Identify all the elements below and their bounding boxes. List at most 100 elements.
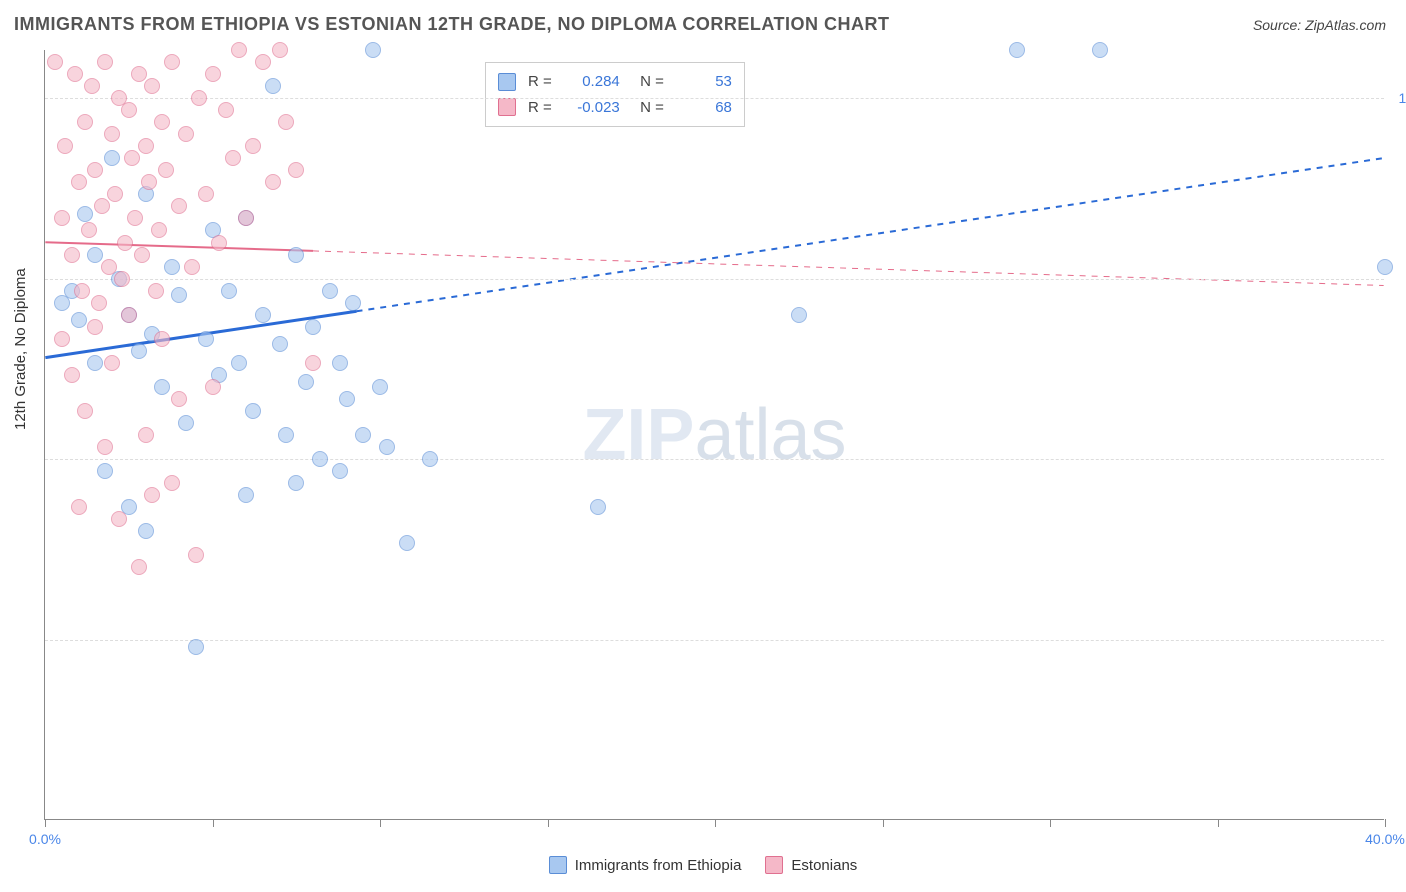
- data-point: [158, 162, 174, 178]
- gridline: [45, 279, 1384, 280]
- data-point: [379, 439, 395, 455]
- data-point: [71, 499, 87, 515]
- data-point: [57, 138, 73, 154]
- data-point: [87, 319, 103, 335]
- data-point: [298, 374, 314, 390]
- scatter-plot: ZIPatlas R = 0.284 N = 53 R = -0.023 N =…: [44, 50, 1384, 820]
- stats-legend-box: R = 0.284 N = 53 R = -0.023 N = 68: [485, 62, 745, 127]
- legend-swatch-a-icon: [549, 856, 567, 874]
- data-point: [272, 336, 288, 352]
- data-point: [305, 319, 321, 335]
- data-point: [198, 186, 214, 202]
- data-point: [154, 114, 170, 130]
- data-point: [255, 54, 271, 70]
- r-label: R =: [528, 69, 552, 95]
- data-point: [97, 463, 113, 479]
- bottom-legend: Immigrants from Ethiopia Estonians: [0, 856, 1406, 874]
- data-point: [164, 475, 180, 491]
- x-tick: [1218, 819, 1219, 827]
- data-point: [225, 150, 241, 166]
- data-point: [151, 222, 167, 238]
- data-point: [67, 66, 83, 82]
- data-point: [54, 331, 70, 347]
- data-point: [138, 427, 154, 443]
- trend-lines: [45, 50, 1384, 819]
- data-point: [218, 102, 234, 118]
- data-point: [332, 355, 348, 371]
- data-point: [127, 210, 143, 226]
- data-point: [205, 66, 221, 82]
- data-point: [332, 463, 348, 479]
- data-point: [148, 283, 164, 299]
- data-point: [101, 259, 117, 275]
- data-point: [590, 499, 606, 515]
- y-tick-label: 92.5%: [1390, 271, 1406, 287]
- data-point: [104, 355, 120, 371]
- data-point: [791, 307, 807, 323]
- data-point: [312, 451, 328, 467]
- data-point: [305, 355, 321, 371]
- watermark-suffix: atlas: [694, 395, 846, 475]
- data-point: [184, 259, 200, 275]
- data-point: [77, 403, 93, 419]
- data-point: [399, 535, 415, 551]
- data-point: [278, 114, 294, 130]
- data-point: [87, 162, 103, 178]
- data-point: [211, 235, 227, 251]
- data-point: [84, 78, 100, 94]
- data-point: [71, 174, 87, 190]
- data-point: [372, 379, 388, 395]
- data-point: [231, 42, 247, 58]
- data-point: [77, 206, 93, 222]
- data-point: [154, 379, 170, 395]
- data-point: [74, 283, 90, 299]
- data-point: [205, 379, 221, 395]
- swatch-b-icon: [498, 98, 516, 116]
- x-tick: [380, 819, 381, 827]
- data-point: [144, 487, 160, 503]
- data-point: [121, 307, 137, 323]
- y-tick-label: 100.0%: [1390, 90, 1406, 106]
- trend-line-dashed: [357, 158, 1384, 311]
- data-point: [138, 138, 154, 154]
- legend-item-b: Estonians: [765, 856, 857, 874]
- data-point: [171, 287, 187, 303]
- data-point: [345, 295, 361, 311]
- gridline: [45, 640, 1384, 641]
- data-point: [365, 42, 381, 58]
- data-point: [144, 78, 160, 94]
- data-point: [278, 427, 294, 443]
- data-point: [178, 126, 194, 142]
- x-tick: [213, 819, 214, 827]
- x-tick: [548, 819, 549, 827]
- data-point: [131, 343, 147, 359]
- data-point: [117, 235, 133, 251]
- legend-label-a: Immigrants from Ethiopia: [575, 857, 742, 874]
- data-point: [255, 307, 271, 323]
- data-point: [104, 126, 120, 142]
- x-tick: [1385, 819, 1386, 827]
- x-tick: [883, 819, 884, 827]
- stat-row-a: R = 0.284 N = 53: [498, 69, 732, 95]
- data-point: [288, 475, 304, 491]
- data-point: [121, 102, 137, 118]
- data-point: [87, 355, 103, 371]
- y-tick-label: 85.0%: [1390, 451, 1406, 467]
- data-point: [77, 114, 93, 130]
- data-point: [164, 259, 180, 275]
- data-point: [131, 559, 147, 575]
- data-point: [164, 54, 180, 70]
- data-point: [107, 186, 123, 202]
- source-label: Source: ZipAtlas.com: [1253, 17, 1386, 33]
- data-point: [288, 247, 304, 263]
- data-point: [265, 174, 281, 190]
- x-tick: [1050, 819, 1051, 827]
- data-point: [238, 210, 254, 226]
- data-point: [355, 427, 371, 443]
- y-axis-label: 12th Grade, No Diploma: [12, 268, 29, 430]
- data-point: [124, 150, 140, 166]
- data-point: [64, 247, 80, 263]
- data-point: [111, 511, 127, 527]
- y-tick-label: 77.5%: [1390, 632, 1406, 648]
- data-point: [238, 487, 254, 503]
